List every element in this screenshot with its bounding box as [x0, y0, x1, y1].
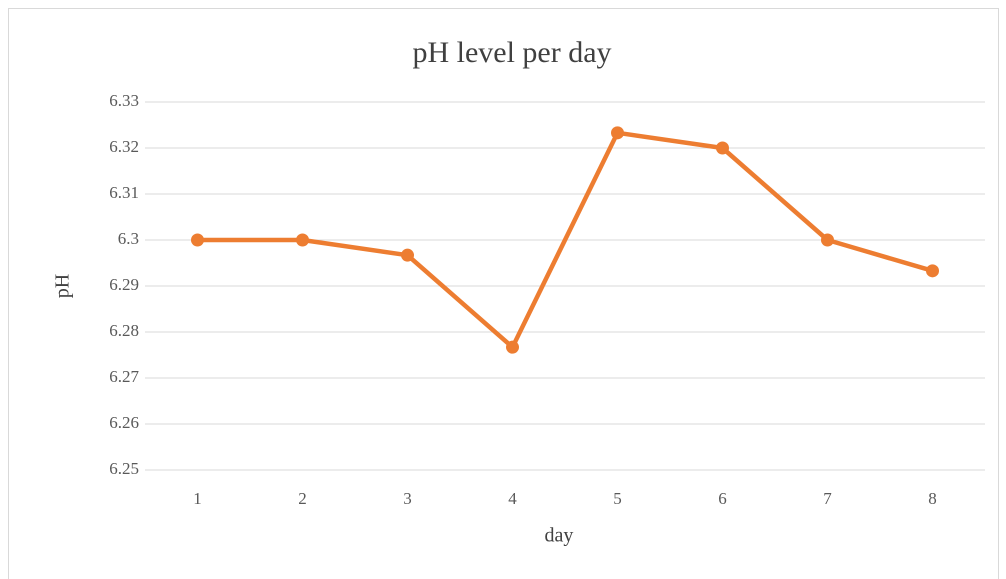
y-axis-title: pH	[52, 274, 74, 298]
y-tick-label: 6.26	[109, 413, 139, 432]
x-tick-label: 6	[718, 489, 727, 508]
y-tick-label: 6.27	[109, 367, 139, 386]
x-tick-label: 7	[823, 489, 832, 508]
chart-title: pH level per day	[412, 36, 611, 69]
x-tick-label: 2	[298, 489, 307, 508]
y-tick-label: 6.33	[109, 91, 139, 110]
data-point	[821, 233, 834, 247]
x-tick-label: 4	[508, 489, 517, 508]
x-tick-label: 1	[193, 489, 202, 508]
y-tick-label: 6.28	[109, 321, 139, 340]
x-tick-label: 8	[928, 489, 937, 508]
x-tick-label: 5	[613, 489, 622, 508]
series-line	[197, 130, 934, 350]
y-tick-label: 6.31	[109, 183, 139, 202]
y-tick-label: 6.3	[118, 229, 139, 248]
data-point	[926, 264, 939, 278]
data-point	[296, 233, 309, 247]
y-tick-label: 6.25	[109, 459, 139, 478]
y-tick-label: 6.32	[109, 137, 139, 156]
chart-frame	[8, 8, 999, 579]
data-point	[611, 126, 624, 140]
x-axis-title: day	[545, 525, 574, 547]
data-point	[401, 248, 414, 262]
y-tick-label: 6.29	[109, 275, 139, 294]
data-point	[191, 233, 204, 247]
data-point	[716, 141, 729, 155]
data-point	[506, 340, 519, 354]
x-tick-label: 3	[403, 489, 412, 508]
